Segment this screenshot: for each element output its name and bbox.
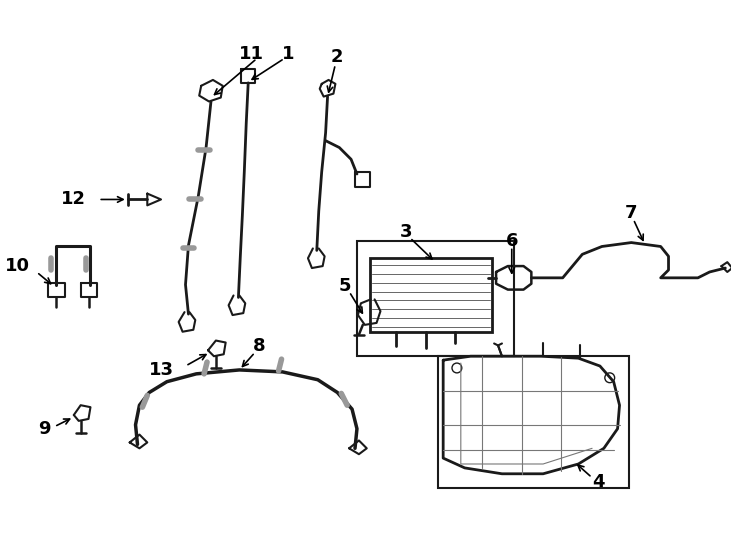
Text: 12: 12 xyxy=(61,191,86,208)
Text: 13: 13 xyxy=(149,361,174,379)
Text: 2: 2 xyxy=(331,49,344,66)
Text: 11: 11 xyxy=(239,45,264,64)
Text: 6: 6 xyxy=(506,232,518,249)
Text: 3: 3 xyxy=(400,223,413,241)
Text: 4: 4 xyxy=(592,472,604,491)
Bar xyxy=(357,241,514,356)
Text: 8: 8 xyxy=(252,338,265,355)
Text: 9: 9 xyxy=(38,420,51,438)
Text: 1: 1 xyxy=(282,45,294,64)
Text: 5: 5 xyxy=(339,276,352,295)
Text: 10: 10 xyxy=(4,257,29,275)
Bar xyxy=(438,356,629,489)
Bar xyxy=(370,258,493,332)
Text: 7: 7 xyxy=(625,204,638,222)
